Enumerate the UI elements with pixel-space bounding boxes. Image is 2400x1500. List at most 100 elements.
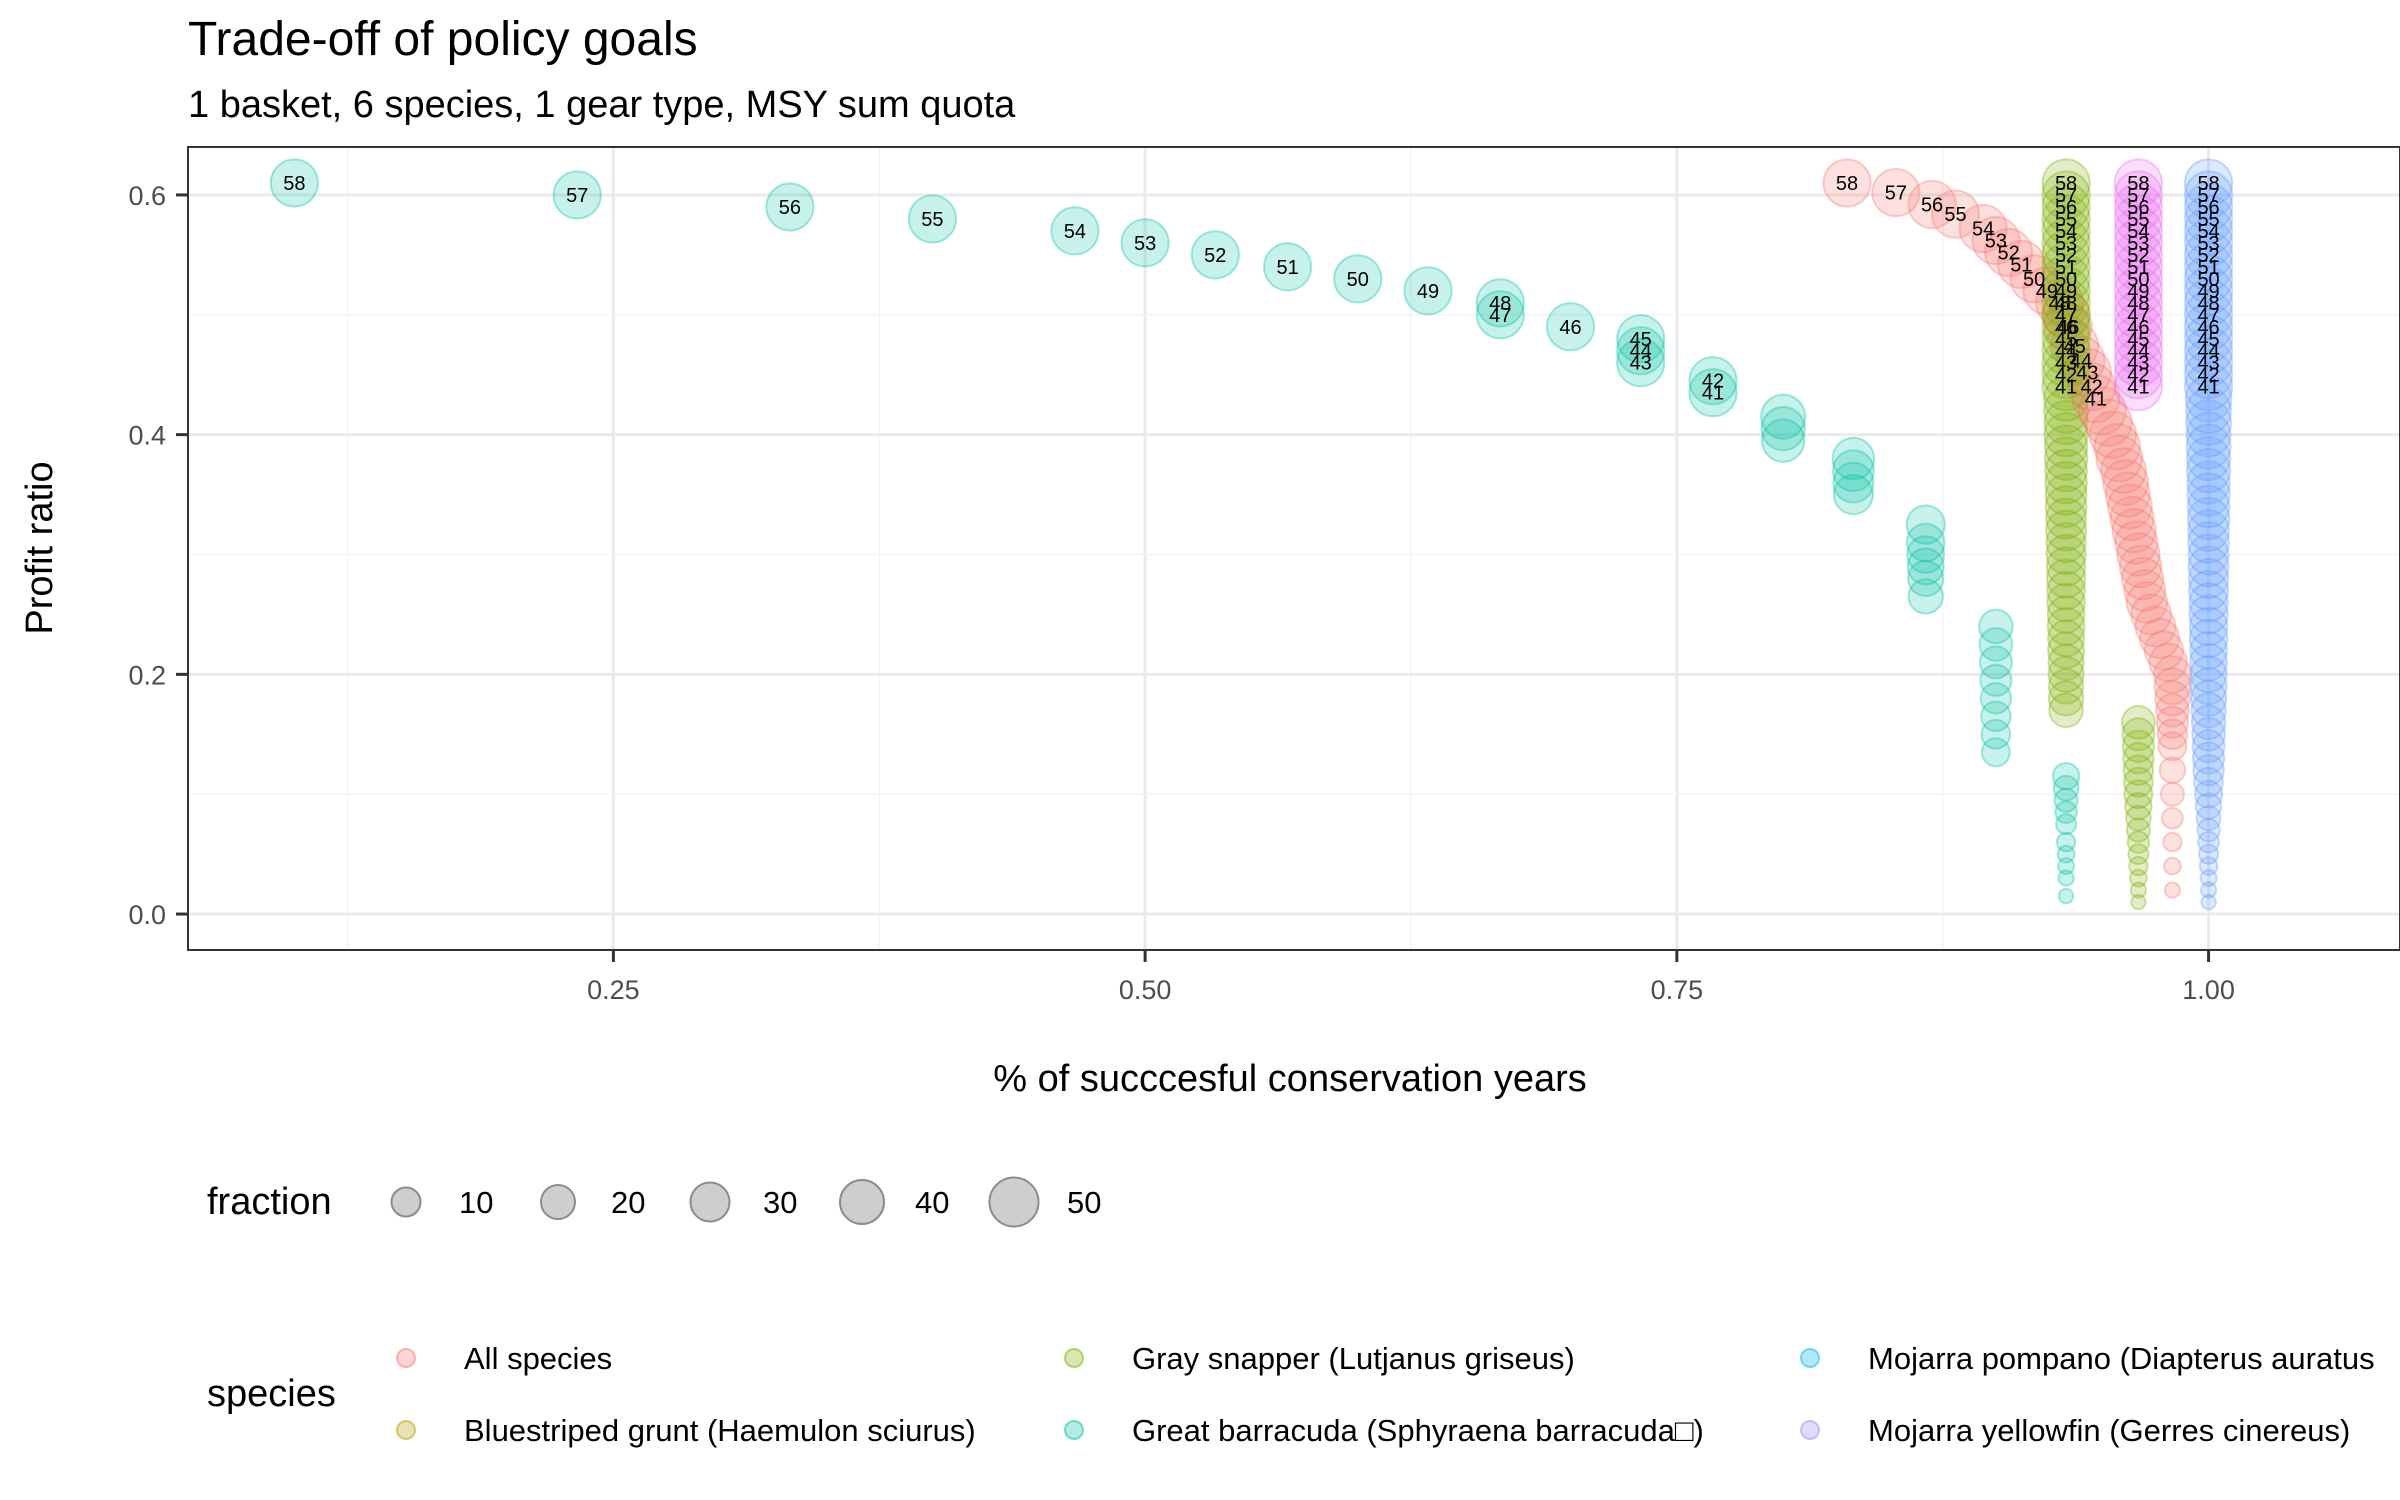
data-point — [2113, 314, 2163, 364]
data-point — [2051, 762, 2081, 791]
data-point — [2127, 843, 2150, 866]
data-point — [2041, 290, 2091, 340]
data-point — [2084, 398, 2133, 447]
data-point — [1871, 167, 1921, 218]
data-point — [2197, 830, 2220, 854]
data-point — [907, 194, 958, 244]
y-tick-label: 0.2 — [128, 660, 166, 690]
data-point — [2122, 754, 2155, 787]
point-label: 54 — [2127, 221, 2149, 243]
data-point — [2188, 582, 2229, 623]
data-point — [1403, 266, 1453, 316]
data-point — [2162, 831, 2183, 853]
data-point — [2113, 218, 2163, 268]
data-point — [2066, 362, 2117, 412]
data-point — [2187, 509, 2230, 552]
data-point — [2043, 302, 2093, 352]
data-point — [2156, 718, 2189, 751]
point-label: 43 — [2055, 353, 2077, 375]
point-label: 41 — [1702, 383, 1724, 405]
x-axis-title: % of succcesful conservation years — [993, 1058, 1587, 1100]
data-point — [2183, 278, 2234, 328]
point-label: 53 — [2197, 233, 2219, 255]
data-point — [2041, 350, 2091, 400]
size-legend-label: 20 — [611, 1185, 645, 1220]
data-point — [2109, 495, 2155, 542]
data-point — [2041, 314, 2091, 364]
size-legend-label: 50 — [1067, 1185, 1101, 1220]
point-label: 50 — [2023, 269, 2045, 291]
data-point — [2062, 347, 2112, 397]
point-label: 42 — [2080, 377, 2102, 399]
point-label: 44 — [2197, 341, 2219, 363]
data-point — [2043, 424, 2089, 469]
point-label: 54 — [2197, 221, 2219, 243]
point-label: 55 — [1944, 204, 1966, 226]
data-point — [2121, 717, 2156, 752]
data-point — [2185, 436, 2232, 482]
data-point — [552, 170, 602, 220]
point-label: 56 — [2197, 197, 2219, 219]
data-point — [2183, 266, 2234, 316]
data-point — [2123, 569, 2167, 612]
data-point — [2100, 447, 2147, 494]
data-point — [2041, 206, 2091, 256]
point-label: 42 — [2127, 365, 2149, 387]
data-point — [2183, 230, 2234, 280]
data-point — [2041, 218, 2091, 268]
data-point — [1978, 626, 2014, 662]
data-point — [2041, 302, 2091, 352]
data-point — [2057, 869, 2075, 887]
data-point — [2190, 704, 2227, 741]
point-label: 52 — [1998, 242, 2020, 264]
data-point — [2183, 350, 2234, 400]
data-point — [2043, 375, 2090, 422]
point-label: 57 — [2127, 185, 2149, 207]
point-label: 46 — [2127, 317, 2149, 339]
size-legend-swatch — [839, 1179, 885, 1225]
size-legend-label: 30 — [763, 1185, 797, 1220]
data-point — [1930, 189, 1981, 239]
point-label: 54 — [1972, 218, 1994, 240]
size-legend: fraction 10 20 30 40 50 — [207, 1176, 1101, 1228]
data-point — [2048, 692, 2084, 729]
data-point — [2057, 887, 2075, 905]
data-point — [2195, 805, 2222, 832]
data-point — [2189, 630, 2228, 670]
data-point — [2185, 411, 2232, 458]
data-point — [2044, 460, 2088, 505]
size-legend-swatch — [988, 1176, 1040, 1228]
data-point — [2193, 766, 2224, 798]
data-point — [2047, 680, 2085, 717]
point-label: 51 — [1276, 257, 1298, 279]
point-label: 43 — [1630, 353, 1652, 375]
point-label: 47 — [2055, 305, 2077, 327]
points-tail — [1760, 374, 2233, 911]
data-point — [2043, 412, 2089, 458]
color-legend-label: Mojarra pompano (Diapterus auratus — [1868, 1341, 2375, 1376]
data-point — [2148, 642, 2188, 683]
data-point — [2102, 459, 2150, 506]
data-point — [2045, 509, 2088, 552]
point-label: 48 — [1489, 293, 1511, 315]
data-point — [2113, 170, 2163, 220]
point-label: 57 — [566, 185, 588, 207]
data-point — [2054, 800, 2078, 824]
x-tick-label: 0.50 — [1119, 975, 1172, 1005]
data-point — [2041, 326, 2091, 376]
grid-lines — [188, 147, 2400, 950]
data-point — [2122, 742, 2155, 775]
point-label: 41 — [2085, 389, 2107, 411]
data-point — [2044, 473, 2088, 516]
point-label: 50 — [2055, 269, 2077, 291]
color-legend-swatch — [1800, 1420, 1820, 1440]
data-point — [2046, 570, 2086, 611]
point-label: 49 — [2197, 281, 2219, 303]
size-legend-label: 40 — [915, 1185, 949, 1220]
data-point — [2046, 595, 2086, 634]
data-point — [1190, 230, 1240, 280]
point-label: 52 — [1204, 245, 1226, 267]
data-point — [2183, 338, 2234, 388]
data-point — [2189, 642, 2228, 682]
data-point — [2044, 485, 2088, 528]
